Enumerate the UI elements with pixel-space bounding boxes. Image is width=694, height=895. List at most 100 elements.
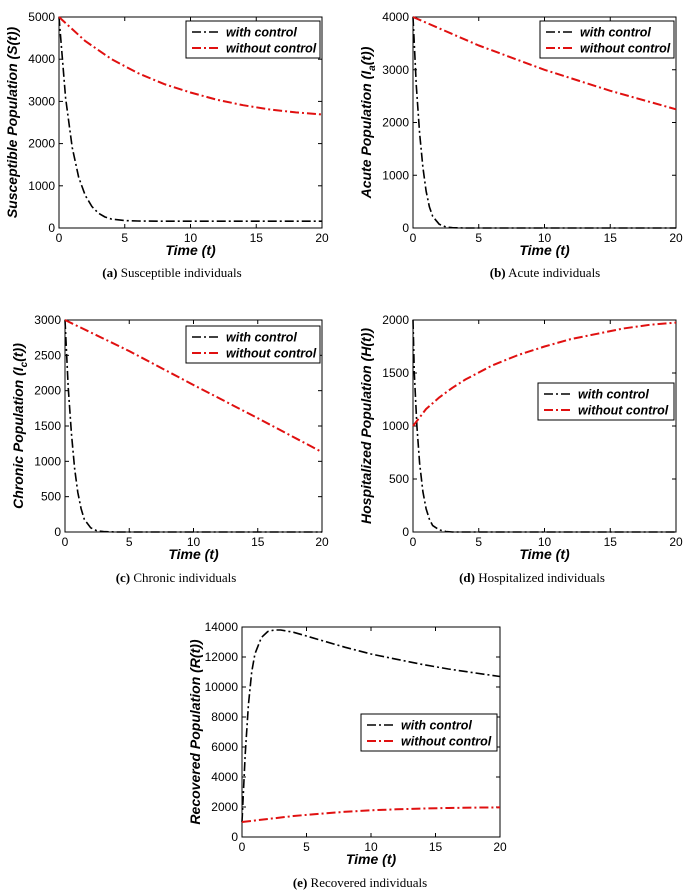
series-line-with-control [412,16,676,229]
x-tick-label: 10 [187,535,201,549]
x-tick-label: 20 [669,535,683,549]
series-line-without-control [241,806,501,823]
x-tick-label: 20 [493,840,507,854]
legend-label-with-control: with control [401,719,472,733]
x-tick-label: 5 [475,231,482,245]
caption: (c) Chronic individuals [116,570,237,585]
y-tick-label: 12000 [205,650,239,664]
y-tick-label: 8000 [211,710,238,724]
series-line-without-control [58,16,323,116]
caption: (a) Susceptible individuals [102,265,241,280]
series-line-without-control [64,319,323,453]
y-tick-label: 1000 [28,179,55,193]
y-tick-label: 2000 [382,116,409,130]
x-tick-label: 0 [239,840,246,854]
x-tick-label: 10 [184,231,198,245]
legend-box [185,325,321,364]
x-tick-label: 15 [250,231,264,245]
x-axis-label: Time (t) [165,242,216,258]
y-tick-label: 0 [402,221,409,235]
legend-label-with-control: with control [226,331,297,345]
caption: (d) Hospitalized individuals [459,570,605,585]
y-tick-label: 10000 [205,680,239,694]
legend-label-without-control: without control [580,42,671,56]
legend-label-without-control: without control [578,404,669,418]
y-tick-label: 4000 [382,10,409,24]
y-tick-label: 6000 [211,740,238,754]
x-tick-label: 15 [604,231,618,245]
series-line-without-control [412,321,677,427]
x-tick-label: 0 [56,231,63,245]
legend-label-without-control: without control [226,42,317,56]
caption: (e) Recovered individuals [293,875,427,890]
y-tick-label: 2000 [382,313,409,327]
y-tick-label: 1000 [34,454,61,468]
panel-a-susceptible: 0 5 10 15 20 0 1000 2000 3000 4000 5000 Time (t) S… [4,10,329,280]
caption: (b) Acute individuals [490,265,601,280]
y-tick-label: 1500 [34,419,61,433]
x-tick-label: 15 [251,535,265,549]
x-tick-label: 10 [538,535,552,549]
x-tick-label: 0 [410,535,417,549]
y-tick-label: 3000 [382,63,409,77]
y-axis-label: Chronic Population (Ic(t)) [10,343,30,509]
y-tick-label: 2000 [211,800,238,814]
x-tick-label: 20 [669,231,683,245]
series-line-with-control [58,16,322,222]
x-tick-label: 0 [62,535,69,549]
y-tick-label: 2000 [28,137,55,151]
x-tick-label: 15 [604,535,618,549]
panel-d-hospitalized: 0 5 10 15 20 0 500 1000 1500 2000 Time (t) Hospit… [358,313,683,585]
y-tick-label: 4000 [28,52,55,66]
x-tick-label: 10 [538,231,552,245]
y-tick-label: 1000 [382,168,409,182]
y-tick-label: 2000 [34,384,61,398]
x-tick-label: 0 [410,231,417,245]
legend-label-without-control: without control [226,347,317,361]
y-axis-label: Susceptible Population (S(t)) [4,27,20,219]
legend-box [360,713,498,752]
legend-label-without-control: without control [401,735,492,749]
legend: with control without control [539,20,675,59]
y-axis-label: Recovered Population (R(t)) [187,639,203,824]
legend-label-with-control: with control [226,26,297,40]
series-line-with-control [412,319,676,533]
y-tick-label: 14000 [205,620,239,634]
legend: with control without control [537,382,675,421]
legend-box [539,20,675,59]
panel-c-chronic: 0 5 10 15 20 0 500 1000 1500 2000 2500 3000 Time (t… [10,313,329,585]
y-tick-label: 5000 [28,10,55,24]
axes-frame [412,319,677,533]
x-tick-label: 5 [475,535,482,549]
legend-box [185,20,321,59]
x-tick-label: 5 [126,535,133,549]
legend: with control without control [360,713,498,752]
y-tick-label: 1000 [382,419,409,433]
y-tick-label: 2500 [34,348,61,362]
x-axis-label: Time (t) [346,851,397,867]
legend-label-with-control: with control [578,388,649,402]
x-tick-label: 20 [315,231,329,245]
y-tick-label: 1500 [382,366,409,380]
x-tick-label: 15 [429,840,443,854]
series-line-with-control [241,629,501,823]
y-axis-label: Acute Population (Ia(t)) [358,46,378,199]
y-tick-label: 500 [41,490,61,504]
y-tick-label: 0 [54,525,61,539]
y-tick-label: 0 [402,525,409,539]
x-tick-label: 5 [121,231,128,245]
y-tick-label: 500 [389,472,409,486]
y-tick-label: 3000 [28,94,55,108]
legend-label-with-control: with control [580,26,651,40]
series-line-with-control [64,319,322,533]
y-tick-label: 3000 [34,313,61,327]
x-tick-label: 10 [364,840,378,854]
legend: with control without control [185,325,321,364]
y-tick-label: 4000 [211,770,238,784]
y-axis-label: Hospitalized Population (H(t)) [358,328,374,524]
y-tick-label: 0 [231,830,238,844]
x-tick-label: 20 [315,535,329,549]
x-tick-label: 5 [303,840,310,854]
legend-box [537,382,675,421]
